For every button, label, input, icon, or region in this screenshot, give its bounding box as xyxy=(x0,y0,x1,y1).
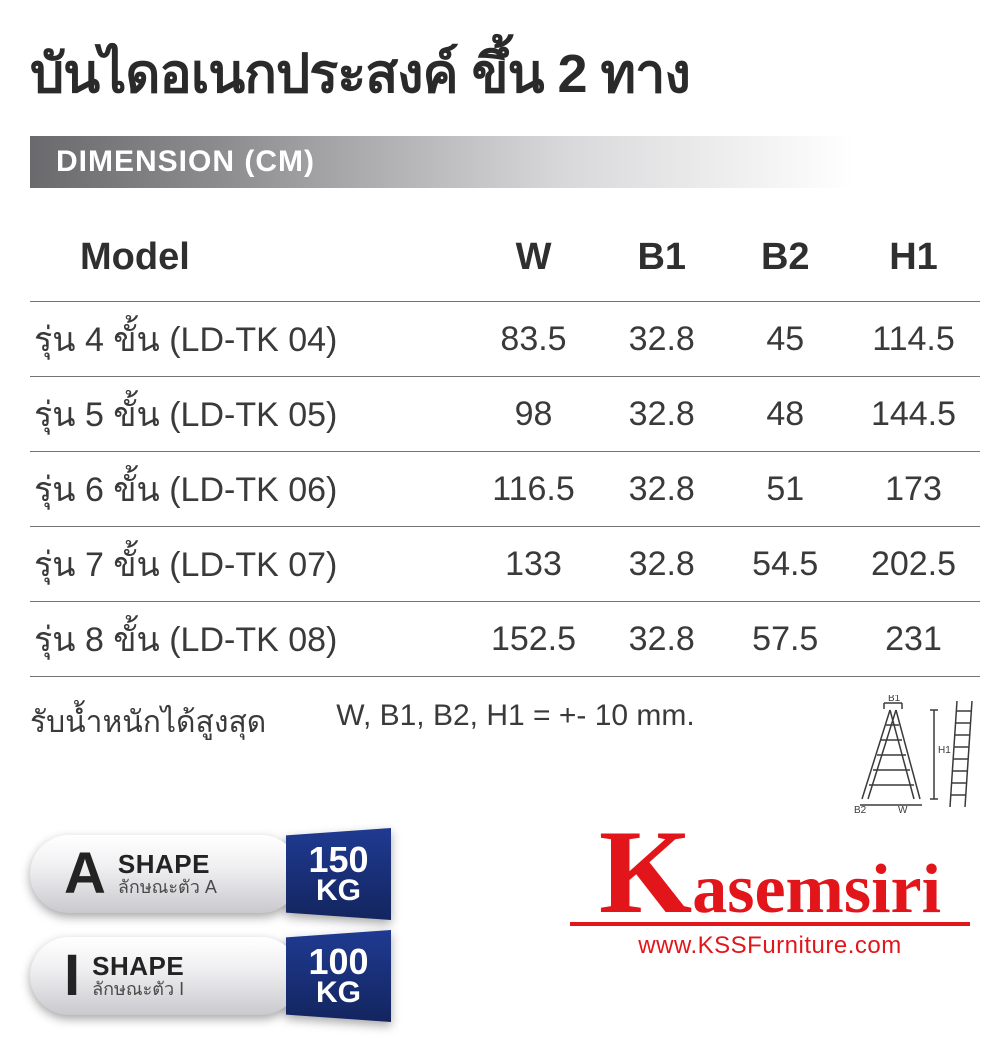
badge-weight-tag: 150KG xyxy=(286,828,391,920)
cell-value: 231 xyxy=(847,602,980,677)
shape-badge: A SHAPEลักษณะตัว A 150KG xyxy=(30,835,391,913)
cell-value: 32.8 xyxy=(600,302,724,377)
cell-value: 98 xyxy=(467,377,600,452)
badge-pill: A SHAPEลักษณะตัว A xyxy=(30,835,300,913)
badge-letter: A xyxy=(64,845,106,903)
shape-badge: I SHAPEลักษณะตัว I 100KG xyxy=(30,937,391,1015)
table-header-row: Model W B1 B2 H1 xyxy=(30,218,980,302)
table-row: รุ่น 6 ขั้น (LD-TK 06)116.532.851173 xyxy=(30,452,980,527)
badge-shape-sub: ลักษณะตัว A xyxy=(118,878,217,897)
col-header-b1: B1 xyxy=(600,218,724,302)
col-header-h1: H1 xyxy=(847,218,980,302)
table-row: รุ่น 4 ขั้น (LD-TK 04)83.532.845114.5 xyxy=(30,302,980,377)
cell-value: 116.5 xyxy=(467,452,600,527)
page-title: บันไดอเนกประสงค์ ขึ้น 2 ทาง xyxy=(30,30,980,116)
diagram-label-h1: H1 xyxy=(938,745,951,756)
cell-value: 54.5 xyxy=(724,527,848,602)
diagram-label-w: W xyxy=(898,805,908,815)
badge-letter: I xyxy=(64,947,80,1005)
badge-text: SHAPEลักษณะตัว A xyxy=(118,851,217,897)
cell-value: 133 xyxy=(467,527,600,602)
cell-model: รุ่น 7 ขั้น (LD-TK 07) xyxy=(30,527,467,602)
badge-text: SHAPEลักษณะตัว I xyxy=(92,953,184,999)
dimension-banner: DIMENSION (CM) xyxy=(30,136,1000,188)
dimension-diagram: B1 H1 B2 W xyxy=(850,695,980,815)
cell-model: รุ่น 5 ขั้น (LD-TK 05) xyxy=(30,377,467,452)
brand-rest: asemsiri xyxy=(692,851,941,928)
col-header-b2: B2 xyxy=(724,218,848,302)
max-load-label: รับน้ำหนักได้สูงสุด xyxy=(30,695,266,746)
cell-value: 83.5 xyxy=(467,302,600,377)
table-row: รุ่น 8 ขั้น (LD-TK 08)152.532.857.5231 xyxy=(30,602,980,677)
brand-initial: K xyxy=(599,805,692,938)
tolerance-note: W, B1, B2, H1 = +- 10 mm. xyxy=(286,695,694,733)
badge-weight-value: 150 xyxy=(308,843,368,877)
brand-name: Kasemsiri xyxy=(570,818,970,926)
badge-weight-value: 100 xyxy=(308,945,368,979)
dimension-table: Model W B1 B2 H1 รุ่น 4 ขั้น (LD-TK 04)8… xyxy=(30,218,980,677)
cell-value: 32.8 xyxy=(600,377,724,452)
cell-value: 45 xyxy=(724,302,848,377)
badge-weight-unit: KG xyxy=(316,979,361,1008)
cell-value: 173 xyxy=(847,452,980,527)
badge-weight-tag: 100KG xyxy=(286,930,391,1022)
cell-value: 144.5 xyxy=(847,377,980,452)
cell-value: 32.8 xyxy=(600,527,724,602)
table-row: รุ่น 7 ขั้น (LD-TK 07)13332.854.5202.5 xyxy=(30,527,980,602)
cell-model: รุ่น 4 ขั้น (LD-TK 04) xyxy=(30,302,467,377)
diagram-label-b1: B1 xyxy=(888,695,901,704)
cell-value: 51 xyxy=(724,452,848,527)
badge-shape-label: SHAPE xyxy=(92,953,184,980)
cell-value: 32.8 xyxy=(600,452,724,527)
col-header-model: Model xyxy=(30,218,467,302)
cell-value: 48 xyxy=(724,377,848,452)
badge-pill: I SHAPEลักษณะตัว I xyxy=(30,937,300,1015)
cell-model: รุ่น 8 ขั้น (LD-TK 08) xyxy=(30,602,467,677)
cell-value: 202.5 xyxy=(847,527,980,602)
cell-value: 152.5 xyxy=(467,602,600,677)
brand-logo: Kasemsiri www.KSSFurniture.com xyxy=(570,818,970,960)
cell-value: 57.5 xyxy=(724,602,848,677)
diagram-label-b2: B2 xyxy=(854,805,867,815)
badge-shape-label: SHAPE xyxy=(118,851,217,878)
badge-shape-sub: ลักษณะตัว I xyxy=(92,980,184,999)
cell-value: 114.5 xyxy=(847,302,980,377)
badge-weight-unit: KG xyxy=(316,877,361,906)
cell-value: 32.8 xyxy=(600,602,724,677)
table-row: รุ่น 5 ขั้น (LD-TK 05)9832.848144.5 xyxy=(30,377,980,452)
cell-model: รุ่น 6 ขั้น (LD-TK 06) xyxy=(30,452,467,527)
col-header-w: W xyxy=(467,218,600,302)
